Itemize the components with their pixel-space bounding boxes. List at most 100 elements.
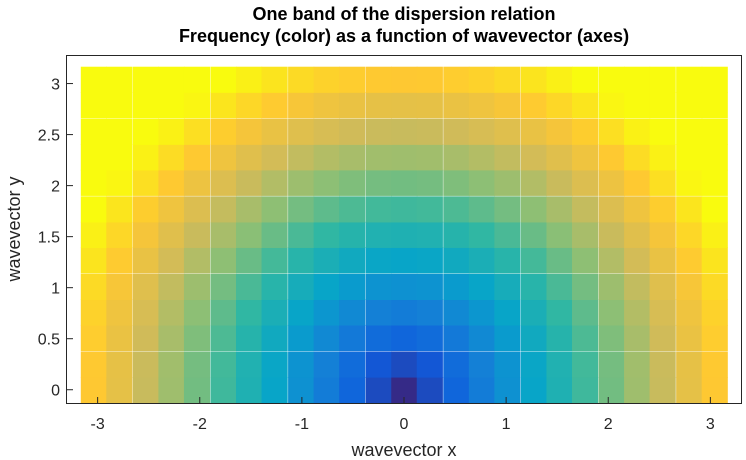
heatmap-cell [649,376,676,404]
heatmap-cell [106,92,133,119]
heatmap-cell [313,299,340,326]
heatmap-cell [391,299,418,326]
heatmap-cell [158,144,185,171]
heatmap-cell [106,324,133,352]
heatmap-cell [520,144,548,171]
heatmap-cell [158,351,185,378]
heatmap-cell [261,273,288,301]
heatmap-cell [313,247,340,274]
heatmap-cell [158,169,185,196]
heatmap-cell [236,376,263,404]
heatmap-cell [468,66,495,93]
heatmap-cell [676,221,703,248]
heatmap-cell [520,299,548,326]
heatmap-cell [132,324,159,352]
heatmap-cell [391,169,418,196]
x-tick-label: -3 [91,416,105,433]
heatmap-cell [416,144,443,171]
heatmap-cell [494,144,521,171]
heatmap-cell [236,169,263,196]
heatmap-cell [313,144,340,171]
heatmap-cell [158,299,185,326]
heatmap-cell [236,299,263,326]
heatmap-cell [571,376,599,404]
heatmap-cell [261,118,288,145]
heatmap-cell [288,273,315,301]
heatmap-cell [598,221,625,248]
heatmap-cell [676,324,703,352]
heatmap-cell [261,196,288,223]
heatmap-cell [236,247,263,274]
heatmap-cell [183,351,211,378]
heatmap-cell [261,221,288,248]
heatmap-cell [468,247,495,274]
heatmap-cell [132,351,159,378]
heatmap-cell [183,376,211,404]
heatmap-cell [183,247,211,274]
heatmap-cell [339,221,366,248]
heatmap-cell [391,221,418,248]
heatmap-cell [313,92,340,119]
heatmap-cell [571,299,599,326]
heatmap-cell [416,273,443,301]
heatmap-cell [106,66,133,93]
heatmap-cell [416,66,443,93]
heatmap-cell [106,299,133,326]
heatmap-cell [365,273,392,301]
heatmap-cell [158,324,185,352]
heatmap-cell [598,247,625,274]
heatmap-cell [80,351,107,378]
y-tick-label: 2 [51,179,60,196]
heatmap-cell [391,196,418,223]
heatmap-cell [80,376,107,404]
heatmap-cell [132,376,159,404]
heatmap-cell [132,273,159,301]
heatmap-cell [288,92,315,119]
heatmap-cell [701,66,728,93]
heatmap-cell [132,92,159,119]
heatmap-cell [598,169,625,196]
heatmap-cell [106,196,133,223]
heatmap-cell [106,273,133,301]
heatmap-cell [443,376,470,404]
heatmap-cell [676,144,703,171]
heatmap-cell [261,144,288,171]
heatmap-cell [391,118,418,145]
heatmap-cell [624,221,651,248]
heatmap-cell [106,247,133,274]
heatmap-cell [468,376,495,404]
heatmap-cell [598,66,625,93]
heatmap-cell [365,144,392,171]
heatmap-cell [288,351,315,378]
heatmap-cell [391,273,418,301]
heatmap-cell [624,299,651,326]
heatmap-cell [494,92,521,119]
x-tick-label: 3 [706,416,715,433]
heatmap-cell [261,376,288,404]
heatmap-cell [80,66,107,93]
heatmap-cell [443,351,470,378]
heatmap-cell [546,221,573,248]
heatmap-cell [132,221,159,248]
heatmap-cell [261,351,288,378]
x-axis: -3 -2 -1 0 1 2 3 [91,397,715,433]
heatmap-cell [701,376,728,404]
y-tick-label: 1.5 [38,230,60,247]
heatmap-cell [624,324,651,352]
heatmap-cell [313,221,340,248]
heatmap-cell [494,376,521,404]
heatmap-cell [468,169,495,196]
heatmap-cell [649,273,676,301]
heatmap-cell [468,351,495,378]
heatmap-cell [520,118,548,145]
heatmap-cell [236,324,263,352]
heatmap-cell [210,92,237,119]
heatmap-cell [676,376,703,404]
heatmap-cell [468,118,495,145]
heatmap-cell [339,92,366,119]
heatmap-cell [313,351,340,378]
heatmap-cell [339,196,366,223]
heatmap-cell [391,144,418,171]
heatmap-cell [106,144,133,171]
heatmap-cell [236,221,263,248]
